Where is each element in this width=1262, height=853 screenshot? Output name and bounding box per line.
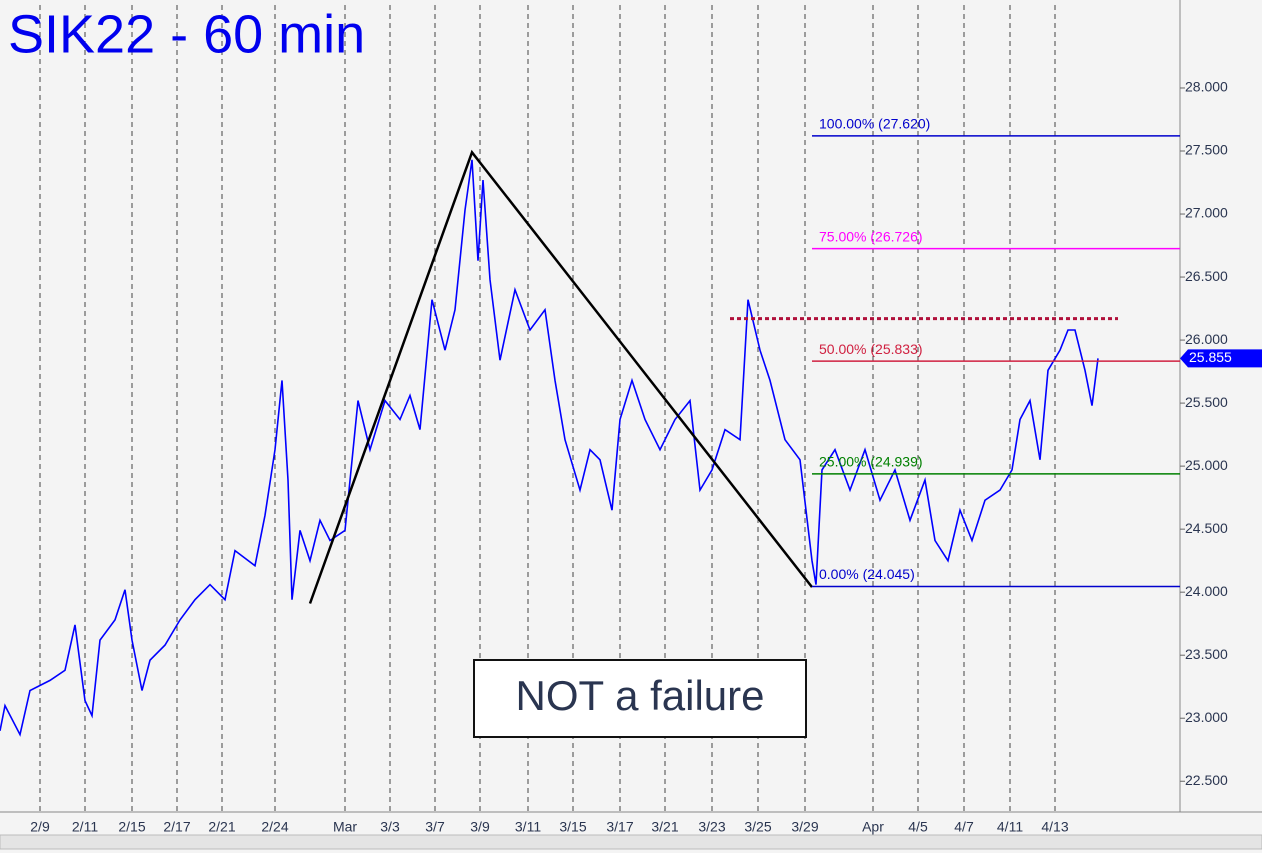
x-tick-label: 3/17: [606, 819, 633, 835]
x-tick-label: 3/21: [651, 819, 678, 835]
fib-label: 50.00% (25.833): [819, 341, 923, 357]
fib-label: 25.00% (24.939): [819, 454, 923, 470]
y-tick-label: 22.500: [1185, 772, 1228, 788]
y-tick-label: 23.000: [1185, 709, 1228, 725]
y-tick-label: 23.500: [1185, 646, 1228, 662]
last-price-label: 25.855: [1189, 349, 1232, 365]
x-tick-label: 4/11: [997, 819, 1023, 835]
fib-label: 0.00% (24.045): [819, 566, 915, 582]
y-tick-label: 27.500: [1185, 142, 1228, 158]
x-tick-label: 2/17: [163, 819, 190, 835]
annotation-box: [473, 659, 807, 738]
trendline: [308, 149, 813, 604]
x-tick-label: 3/3: [380, 819, 400, 835]
y-tick-label: 28.000: [1185, 79, 1228, 95]
scrollbar[interactable]: [0, 834, 1262, 850]
x-tick-label: 3/7: [425, 819, 445, 835]
x-tick-label: 2/21: [208, 819, 235, 835]
y-tick-label: 26.000: [1185, 331, 1228, 347]
x-tick-label: 3/23: [698, 819, 725, 835]
annotation: NOT a failure: [516, 672, 765, 719]
fib-label: 100.00% (27.620): [819, 116, 930, 132]
y-tick-label: 24.000: [1185, 583, 1228, 599]
x-tick-label: 3/11: [515, 819, 541, 835]
y-tick-label: 25.500: [1185, 394, 1228, 410]
x-tick-label: 3/15: [559, 819, 586, 835]
x-tick-label: 2/11: [72, 819, 98, 835]
fib-label: 75.00% (26.726): [819, 228, 923, 244]
x-tick-label: 4/5: [908, 819, 928, 835]
x-tick-label: Mar: [333, 819, 357, 835]
last-price-tag: [1180, 349, 1262, 368]
x-tick-label: 2/24: [261, 819, 288, 835]
x-tick-label: 4/13: [1041, 819, 1068, 835]
y-tick-label: 25.000: [1185, 457, 1228, 473]
y-tick-label: 24.500: [1185, 520, 1228, 536]
x-tick-label: 4/7: [954, 819, 974, 835]
x-tick-label: Apr: [862, 819, 884, 835]
x-tick-label: 3/25: [744, 819, 771, 835]
x-tick-label: 3/9: [470, 819, 490, 835]
x-tick-label: 2/9: [30, 819, 50, 835]
y-tick-label: 27.000: [1185, 205, 1228, 221]
chart-title: SIK22 - 60 min: [8, 4, 365, 64]
x-tick-label: 3/29: [791, 819, 818, 835]
y-tick-label: 26.500: [1185, 268, 1228, 284]
price-line: [0, 159, 1099, 737]
x-tick-label: 2/15: [118, 819, 145, 835]
